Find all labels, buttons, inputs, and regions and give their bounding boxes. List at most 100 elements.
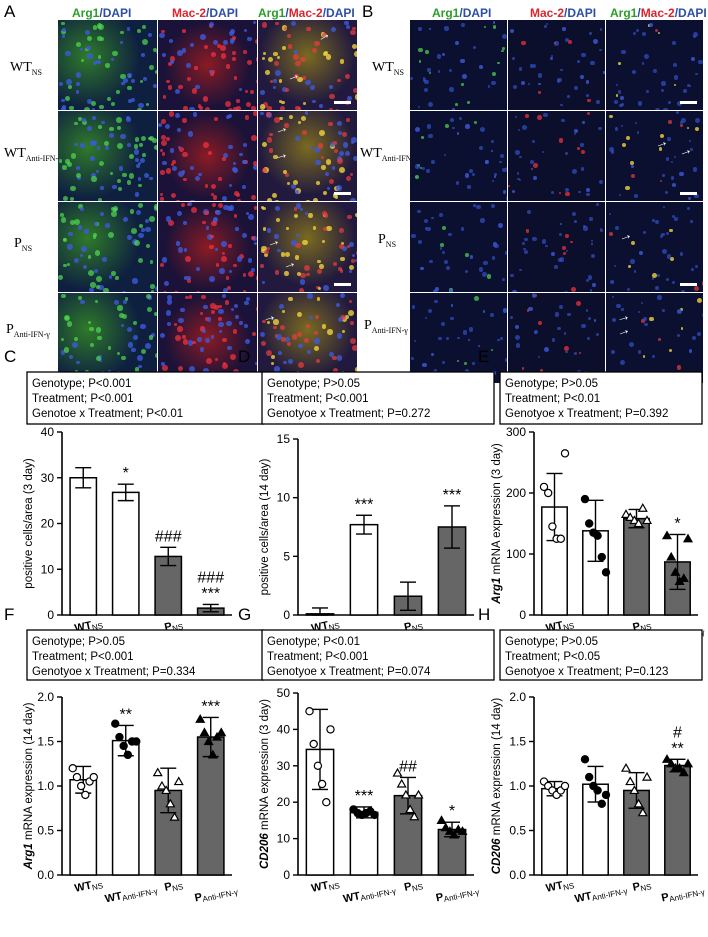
chart-d: D Genotype; P>0.05 Treatment; P<0.001 Genot… — [238, 347, 495, 645]
data-point — [593, 786, 602, 795]
category-main: P — [435, 891, 445, 904]
stats-line: Genotoe x Treatment; P<0.01 — [32, 408, 183, 420]
y-tick-label: 20 — [277, 795, 291, 809]
y-tick-label: 300 — [506, 425, 526, 439]
data-point — [89, 772, 98, 782]
data-point — [317, 779, 327, 789]
data-point — [195, 714, 206, 723]
data-point — [444, 826, 455, 835]
stats-line: Genotyoe x Treatment; P=0.123 — [505, 666, 668, 678]
y-tick-label: 30 — [277, 759, 291, 773]
panel-label-E: E — [478, 347, 489, 366]
category-main: P — [194, 891, 204, 904]
bar — [664, 764, 691, 876]
y-tick-label: 1.5 — [509, 735, 526, 749]
category-sub: NS — [171, 882, 184, 893]
category-label: WTAnti-IFN-γ — [574, 883, 629, 907]
category-sub: NS — [411, 882, 424, 893]
row-label-p-ns-b: PNS — [378, 232, 397, 249]
y-tick-label: 0 — [283, 868, 290, 882]
category-sub: NS — [171, 622, 184, 633]
significance-mark: ** — [671, 740, 683, 757]
y-tick-label: 0.5 — [509, 824, 526, 838]
data-point — [539, 482, 549, 492]
stats-box — [499, 629, 703, 681]
stats-line: Treatment; P<0.001 — [267, 651, 369, 663]
data-point — [392, 767, 403, 777]
data-point — [440, 822, 451, 832]
category-label: PAnti-IFN-γ — [194, 884, 239, 906]
stats-line: Genotyoe x Treatment; P=0.272 — [267, 408, 430, 420]
data-point — [156, 780, 167, 790]
y-tick-label: 5 — [283, 549, 290, 563]
stats-box — [499, 371, 703, 425]
data-point — [629, 785, 640, 795]
panel-label-G: G — [238, 605, 251, 624]
row-label-wt-anti-b: WTAnti-IFN-γ — [360, 146, 418, 163]
category-label: WTNS — [545, 877, 575, 896]
category-sub: NS — [328, 621, 341, 632]
stats-box — [261, 629, 495, 681]
stats-line: Treatment; P<0.001 — [267, 393, 369, 405]
y-axis-label-text: mRNA expression (3 day) — [491, 443, 503, 577]
micrograph-tile — [58, 111, 157, 201]
category-sub: Anti-IFN-γ — [668, 888, 705, 904]
category-sub: Anti-IFN-γ — [121, 887, 158, 903]
category-sub: NS — [411, 622, 424, 633]
significance-mark: * — [674, 515, 680, 532]
data-point — [405, 804, 416, 814]
micrograph-tile: → → — [258, 202, 357, 292]
scale-bar — [680, 101, 697, 104]
stats-line: Treatment; P<0.05 — [505, 651, 600, 663]
panel-label-F: F — [4, 605, 14, 624]
data-point — [682, 533, 694, 543]
category-main: P — [163, 881, 173, 894]
micrograph-tile — [410, 202, 507, 292]
bar — [69, 477, 98, 616]
col-header-arg1-dapi-b: Arg1/DAPI — [432, 6, 492, 20]
category-main: WT — [342, 890, 361, 905]
significance-mark: # — [673, 724, 682, 741]
data-point — [115, 732, 124, 742]
y-axis-label-gene: CD206 — [259, 833, 271, 869]
data-point — [409, 811, 420, 821]
y-tick-label: 40 — [277, 722, 291, 736]
data-point — [670, 567, 681, 576]
data-point — [629, 515, 640, 525]
category-label: PNS — [632, 618, 653, 635]
significance-mark: ## — [399, 758, 417, 775]
col-header-arg1-dapi: Arg1/DAPI — [72, 6, 132, 20]
category-main: P — [163, 621, 173, 634]
significance-mark: *** — [355, 788, 374, 805]
category-sub: Anti-IFN-γ — [443, 888, 480, 904]
y-tick-label: 1.0 — [509, 779, 526, 793]
data-point — [322, 798, 331, 807]
data-point — [152, 767, 163, 777]
category-main: WT — [310, 880, 329, 895]
chart-e: E Genotype; P>0.05 Treatment; P<0.01 Genoty… — [478, 347, 706, 645]
y-axis-label: positive cells/area (3 day) — [23, 458, 35, 589]
bar — [111, 491, 140, 616]
data-point — [326, 725, 335, 734]
data-point — [637, 807, 648, 817]
data-point — [68, 764, 77, 773]
micrograph-tile — [158, 20, 257, 110]
stats-line: Genotype; P>0.05 — [32, 636, 125, 648]
category-sub: NS — [91, 621, 104, 632]
y-axis-label: positive cells/area (14 day) — [259, 458, 271, 595]
col-header-mac2-dapi-b: Mac-2/DAPI — [530, 6, 597, 20]
y-tick-label: 0 — [283, 608, 290, 622]
data-point — [400, 789, 411, 799]
category-label: PNS — [632, 878, 653, 895]
micrograph-tile — [158, 293, 257, 383]
data-point — [601, 568, 611, 577]
stats-line: Treatment; P<0.001 — [32, 651, 134, 663]
data-point — [72, 772, 82, 782]
y-tick-label: 0.0 — [509, 868, 526, 882]
data-point — [165, 798, 176, 808]
bar — [623, 517, 650, 616]
category-main: WT — [574, 890, 593, 905]
data-point — [457, 826, 468, 835]
data-point — [580, 755, 590, 764]
